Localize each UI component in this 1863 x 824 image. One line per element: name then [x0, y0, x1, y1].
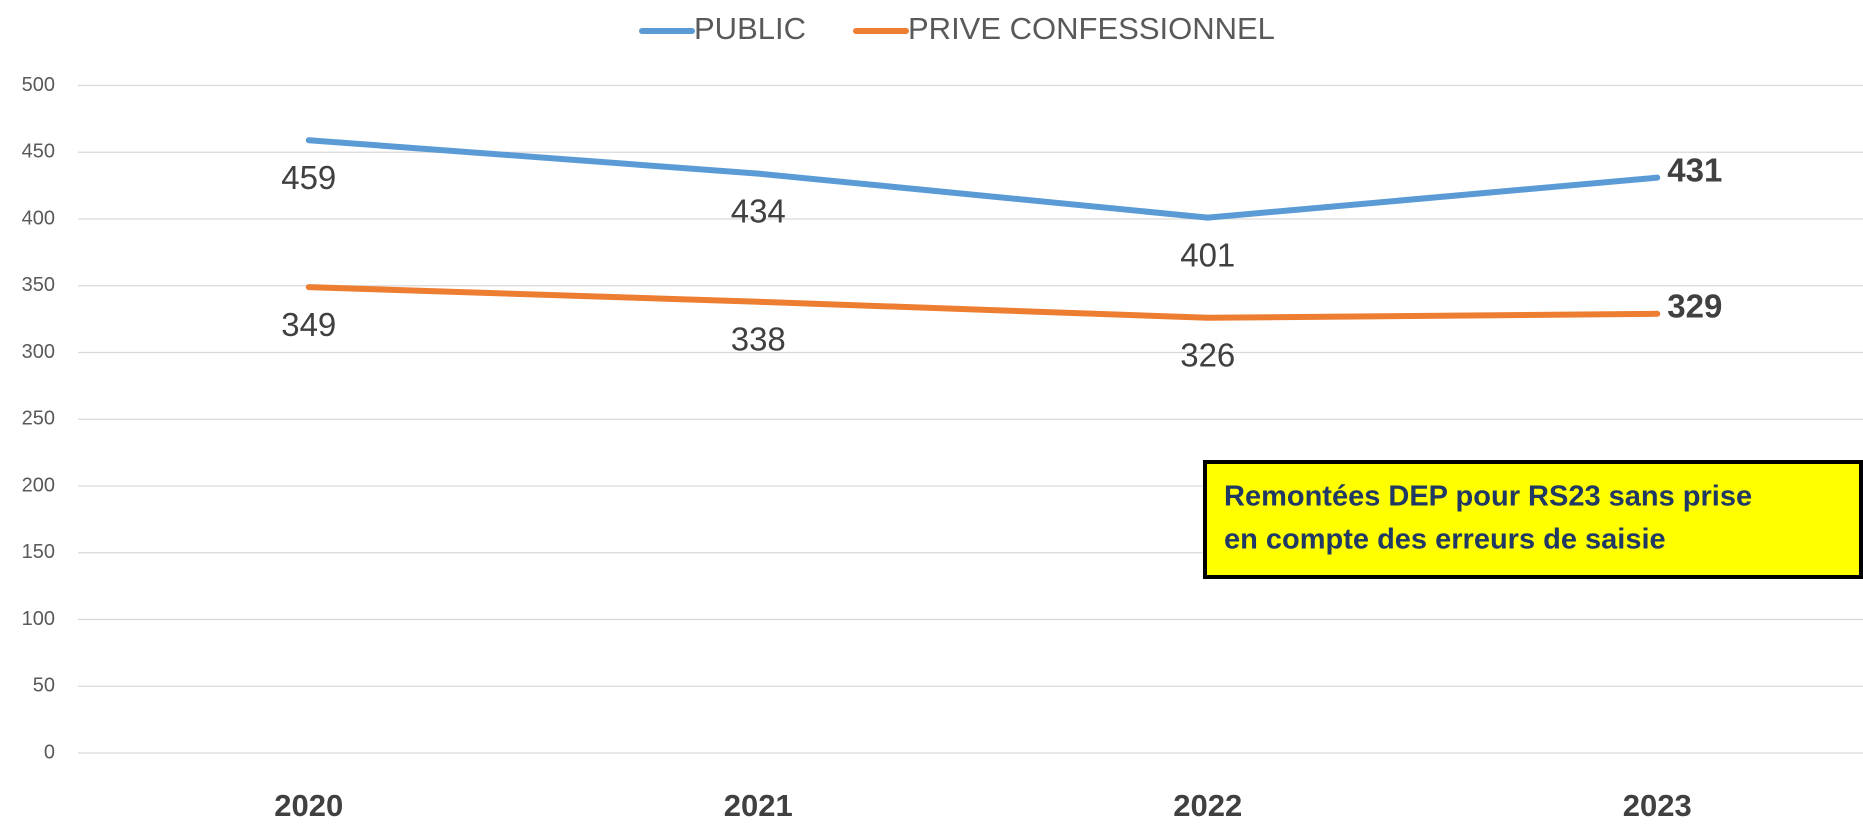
y-tick-label: 0 [44, 741, 55, 763]
y-tick-label: 250 [22, 408, 55, 430]
data-label: 434 [731, 192, 786, 229]
annotation-text: Remontées DEP pour RS23 sans prise [1224, 481, 1752, 513]
y-tick-label: 50 [33, 675, 55, 697]
annotation-box [1203, 460, 1863, 579]
data-label: 349 [281, 306, 336, 343]
x-tick-label: 2023 [1623, 788, 1692, 823]
legend-label: PUBLIC [694, 11, 806, 46]
legend-label: PRIVE CONFESSIONNEL [908, 11, 1275, 46]
x-tick-label: 2021 [724, 788, 793, 823]
y-tick-label: 350 [22, 274, 55, 296]
y-tick-label: 400 [22, 207, 55, 229]
y-tick-label: 150 [22, 541, 55, 563]
y-tick-label: 300 [22, 341, 55, 363]
data-label: 401 [1180, 236, 1235, 273]
y-tick-label: 200 [22, 474, 55, 496]
data-label: 329 [1667, 288, 1722, 325]
data-label: 459 [281, 159, 336, 196]
y-tick-label: 100 [22, 608, 55, 630]
data-label: 338 [731, 320, 786, 357]
series-line [305, 284, 1661, 321]
x-tick-label: 2020 [274, 788, 343, 823]
x-tick-label: 2022 [1173, 788, 1242, 823]
y-tick-label: 450 [22, 141, 55, 163]
y-tick-label: 500 [22, 74, 55, 96]
annotation-text: en compte des erreurs de saisie [1224, 524, 1666, 556]
data-label: 326 [1180, 337, 1235, 374]
data-label: 431 [1667, 151, 1722, 188]
series-line [305, 137, 1661, 221]
